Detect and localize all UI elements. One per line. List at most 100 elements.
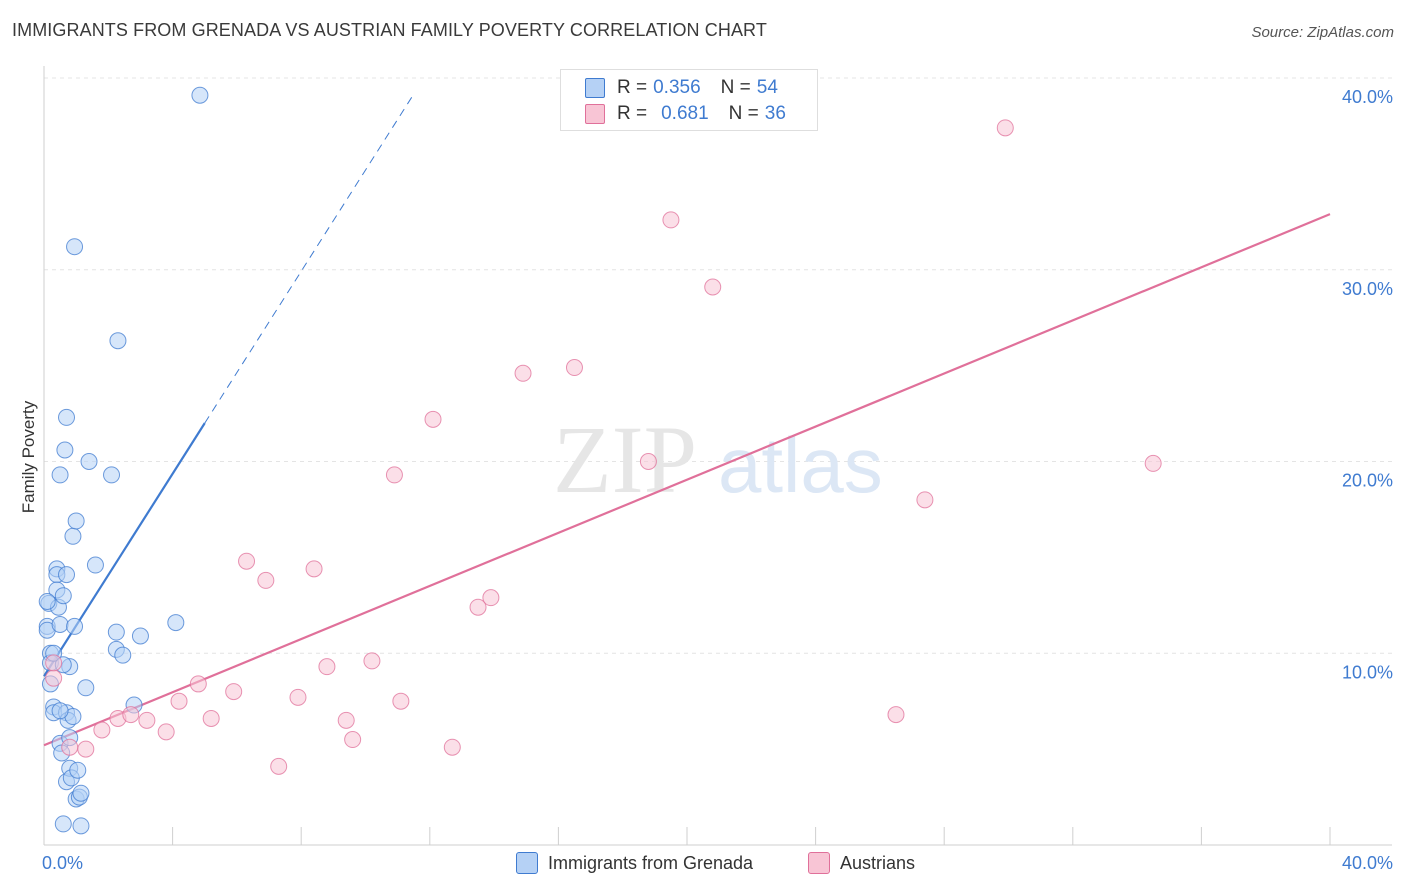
data-point-blue	[54, 815, 72, 833]
data-point-pink	[77, 740, 95, 758]
data-point-pink	[469, 598, 487, 616]
data-point-pink	[122, 706, 140, 724]
data-point-pink	[225, 683, 243, 701]
data-point-blue	[67, 512, 85, 530]
data-point-pink	[45, 669, 63, 687]
watermark-zip: ZIP	[553, 406, 697, 513]
data-point-blue	[77, 679, 95, 697]
legend-swatch-pink	[585, 104, 605, 124]
data-point-blue	[114, 646, 132, 664]
data-points	[38, 86, 1162, 835]
data-point-blue	[69, 761, 87, 779]
data-point-pink	[61, 738, 79, 756]
x-tick-label: 40.0%	[1342, 853, 1393, 873]
data-point-pink	[363, 652, 381, 670]
data-point-pink	[189, 675, 207, 693]
data-point-blue	[66, 617, 84, 635]
data-point-pink	[344, 731, 362, 749]
trend-line-pink	[43, 213, 1331, 747]
data-point-pink	[1144, 454, 1162, 472]
y-tick-label: 40.0%	[1342, 87, 1393, 107]
legend-r-label: R =	[617, 77, 648, 98]
legend-swatch-blue	[585, 78, 605, 98]
bottom-swatch-pink	[808, 852, 830, 874]
data-point-pink	[482, 589, 500, 607]
x-tick-label: 0.0%	[42, 853, 83, 873]
data-point-pink	[318, 658, 336, 676]
data-point-pink	[305, 560, 323, 578]
chart-title: IMMIGRANTS FROM GRENADA VS AUSTRIAN FAMI…	[12, 20, 767, 40]
data-point-pink	[443, 738, 461, 756]
tick-labels: 10.0% 20.0% 30.0% 40.0% 0.0% 40.0%	[42, 87, 1393, 873]
data-point-pink	[662, 211, 680, 229]
data-point-blue	[109, 332, 127, 350]
data-point-blue	[80, 453, 98, 470]
data-point-pink	[916, 491, 934, 509]
bottom-legend-label: Immigrants from Grenada	[548, 852, 754, 873]
y-axis-label: Family Poverty	[19, 400, 38, 513]
data-point-blue	[56, 441, 74, 459]
data-point-pink	[639, 453, 657, 470]
data-point-pink	[887, 706, 905, 724]
data-point-pink	[270, 757, 288, 775]
legend-n-value: 54	[756, 77, 778, 98]
data-point-blue	[54, 587, 72, 605]
data-point-blue	[58, 566, 76, 584]
source-label: Source: ZipAtlas.com	[1251, 24, 1394, 41]
data-point-pink	[202, 709, 220, 727]
data-point-blue	[58, 408, 76, 426]
data-point-blue	[86, 556, 104, 574]
data-point-pink	[385, 466, 403, 484]
data-point-pink	[93, 721, 111, 739]
data-point-pink	[337, 711, 355, 729]
watermark: ZIP atlas	[553, 406, 883, 513]
data-point-blue	[51, 615, 69, 633]
bottom-legend-grenada: Immigrants from Grenada	[516, 852, 753, 874]
data-point-pink	[704, 278, 722, 296]
bottom-legend-label: Austrians	[840, 852, 916, 873]
data-point-pink	[45, 654, 63, 672]
data-point-pink	[257, 571, 275, 589]
data-point-pink	[170, 692, 188, 710]
data-point-pink	[289, 688, 307, 706]
y-tick-label: 20.0%	[1342, 471, 1393, 491]
legend-row-austrians: R = 0.681 N = 36	[585, 101, 786, 127]
legend: R = 0.356 N = 54 R = 0.681 N = 36	[560, 69, 818, 131]
trend-line-extension-blue	[204, 93, 415, 424]
legend-r-label: R =	[617, 103, 648, 124]
data-point-blue	[72, 817, 90, 835]
data-point-pink	[996, 119, 1014, 137]
data-point-blue	[51, 702, 69, 720]
legend-row-grenada: R = 0.356 N = 54	[585, 75, 778, 101]
legend-r-value: 0.356	[653, 77, 701, 98]
data-point-pink	[238, 552, 256, 570]
y-tick-label: 10.0%	[1342, 662, 1393, 682]
data-point-pink	[157, 723, 175, 741]
data-point-pink	[392, 692, 410, 710]
axes	[43, 66, 1392, 846]
data-point-blue	[131, 627, 149, 645]
trend-line-blue	[43, 422, 206, 677]
legend-n-label: N =	[728, 103, 759, 124]
data-point-blue	[64, 527, 82, 545]
y-tick-label: 30.0%	[1342, 279, 1393, 299]
legend-n-label: N =	[720, 77, 751, 98]
data-point-pink	[514, 364, 532, 382]
legend-n-value: 36	[764, 103, 786, 124]
data-point-pink	[565, 359, 583, 377]
data-point-blue	[107, 623, 125, 641]
bottom-legend-austrians: Austrians	[808, 852, 915, 874]
data-point-blue	[51, 466, 69, 484]
legend-r-value: 0.681	[661, 103, 709, 124]
data-point-blue	[72, 784, 90, 802]
data-point-pink	[138, 711, 156, 729]
data-point-blue	[191, 86, 209, 104]
data-point-blue	[103, 466, 121, 484]
trend-lines	[43, 93, 1331, 747]
data-point-blue	[167, 614, 185, 632]
watermark-atlas: atlas	[718, 421, 883, 509]
data-point-pink	[424, 410, 442, 428]
data-point-blue	[66, 238, 84, 256]
data-point-blue	[38, 592, 56, 610]
